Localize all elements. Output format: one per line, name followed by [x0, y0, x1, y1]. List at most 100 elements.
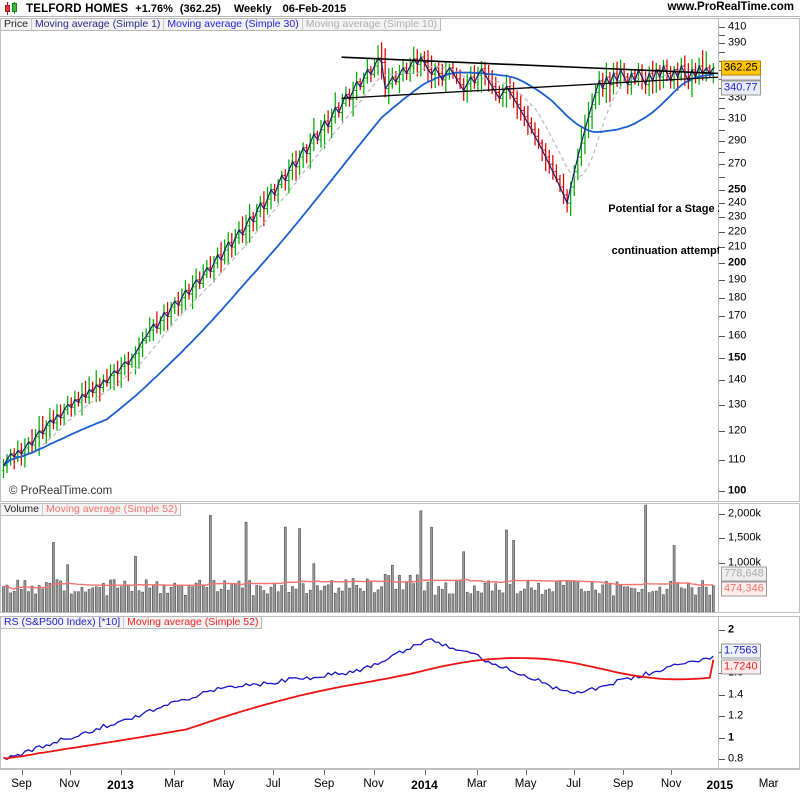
volume-legend[interactable]: Volume Moving average (Simple 52): [0, 503, 182, 516]
volume-bar: [640, 588, 644, 612]
volume-bar: [487, 580, 490, 612]
volume-bar: [465, 591, 469, 612]
volume-bar: [469, 593, 473, 612]
date-tick-label: Mar: [164, 778, 185, 790]
volume-bar: [255, 585, 259, 612]
price-value-badge[interactable]: 362.25: [721, 60, 761, 76]
volume-bar: [615, 581, 619, 612]
volume-bar: [316, 585, 319, 612]
volume-bar: [687, 583, 690, 612]
price-tick-label: 230: [728, 210, 747, 223]
volume-bar: [462, 551, 466, 612]
volume-bar: [690, 587, 694, 612]
volume-bar: [112, 579, 116, 612]
legend-item-ma10[interactable]: Moving average (Simple 10): [305, 18, 438, 31]
stage2-annotation: Potential for a Stage 2 continuation att…: [601, 174, 731, 286]
volume-bar: [341, 590, 344, 612]
volume-bar: [451, 593, 455, 612]
rs-chart-panel[interactable]: [0, 616, 719, 769]
change-percent: +1.76%: [135, 2, 173, 15]
volume-bar: [576, 580, 580, 612]
rs-tick-label: 1: [728, 731, 735, 744]
date-tick-label: 2013: [107, 778, 134, 792]
volume-bar: [562, 584, 565, 612]
volume-bar: [601, 584, 605, 612]
volume-bar: [358, 588, 362, 612]
volume-bar: [658, 586, 662, 612]
price-tick: [719, 263, 725, 264]
volume-bar: [244, 521, 248, 612]
volume-bar: [94, 586, 98, 612]
rs-legend[interactable]: RS (S&P500 Index) [*10] Moving average (…: [0, 616, 263, 629]
volume-bar: [169, 587, 173, 612]
volume-value-badge[interactable]: 778,648: [721, 566, 767, 582]
volume-bar: [537, 582, 540, 612]
volume-bar: [412, 583, 416, 612]
price-chart-panel[interactable]: Potential for a Stage 2 continuation att…: [0, 18, 724, 502]
legend-item-ma1[interactable]: Moving average (Simple 1): [32, 19, 165, 30]
volume-bar: [216, 591, 219, 612]
volume-bar: [209, 515, 212, 612]
volume-bar: [458, 580, 462, 612]
date-axis[interactable]: Sep Nov 2013 Mar May Jul Sep Nov 2014 Mar May Jul Se…: [0, 769, 800, 800]
volume-bars: [2, 504, 715, 612]
price-value-badge[interactable]: 340.77: [721, 80, 761, 96]
volume-bar: [572, 581, 576, 612]
price-tick: [719, 189, 725, 191]
volume-bar: [419, 510, 423, 612]
legend-item-volume[interactable]: Volume: [1, 504, 44, 515]
volume-bar: [73, 591, 77, 612]
rs-value-badge[interactable]: 1.7563: [721, 643, 761, 659]
volume-bar: [644, 504, 647, 612]
volume-bar: [679, 587, 683, 612]
legend-item-ma30[interactable]: Moving average (Simple 30): [164, 19, 303, 30]
price-tick: [719, 404, 725, 406]
volume-bar: [565, 580, 569, 612]
volume-value-badge[interactable]: 474,346: [721, 581, 767, 597]
volume-bar: [205, 587, 209, 612]
volume-bar: [294, 588, 298, 612]
price-tick: [719, 164, 725, 166]
volume-bar: [176, 585, 180, 612]
volume-bar: [137, 590, 141, 612]
price-tick-label: 390: [728, 36, 747, 49]
volume-tick-label: 1,500k: [728, 531, 762, 544]
volume-bar: [515, 593, 519, 612]
volume-bar: [512, 540, 515, 612]
quote-date: 06-Feb-2015: [282, 2, 347, 15]
legend-item-rs[interactable]: RS (S&P500 Index) [*10]: [1, 617, 125, 628]
volume-bar: [437, 586, 441, 612]
price-tick-label: 290: [728, 134, 747, 147]
price-axis[interactable]: 100 110 120 130 140 150 160 170 180 190 200 210 220 2…: [719, 18, 800, 502]
price-tick-label: 130: [728, 398, 747, 411]
volume-bar: [547, 588, 551, 612]
volume-bar: [583, 591, 587, 612]
volume-bar: [519, 591, 523, 612]
volume-bar: [505, 529, 508, 612]
volume-chart-panel[interactable]: [0, 503, 719, 613]
date-tick-label: Nov: [59, 778, 80, 790]
date-tick-label: Jul: [566, 778, 581, 790]
volume-tick: [719, 562, 725, 564]
legend-item-volume-ma[interactable]: Moving average (Simple 52): [46, 503, 178, 516]
volume-bar: [408, 575, 412, 612]
price-tick: [719, 357, 725, 359]
price-tick-label: 190: [728, 273, 747, 286]
date-tick: [69, 770, 71, 775]
volume-tick: [719, 538, 725, 540]
volume-bar: [344, 579, 348, 612]
legend-item-rs-ma[interactable]: Moving average (Simple 52): [127, 616, 259, 629]
rs-tick: [719, 716, 725, 718]
volume-bar: [694, 594, 697, 612]
price-tick-label: 170: [728, 309, 747, 322]
rs-value-badge[interactable]: 1.7240: [721, 659, 761, 675]
price-legend[interactable]: Price Moving average (Simple 1) Moving a…: [0, 18, 442, 31]
price-tick-label: 330: [728, 91, 747, 104]
volume-bar: [637, 592, 640, 612]
volume-axis[interactable]: 1,000k 1,500k 2,000k 778,648 474,346: [719, 503, 800, 613]
volume-bar: [223, 580, 227, 612]
volume-bar: [440, 589, 444, 612]
price-tick: [719, 43, 725, 45]
legend-item-price[interactable]: Price: [1, 19, 32, 30]
